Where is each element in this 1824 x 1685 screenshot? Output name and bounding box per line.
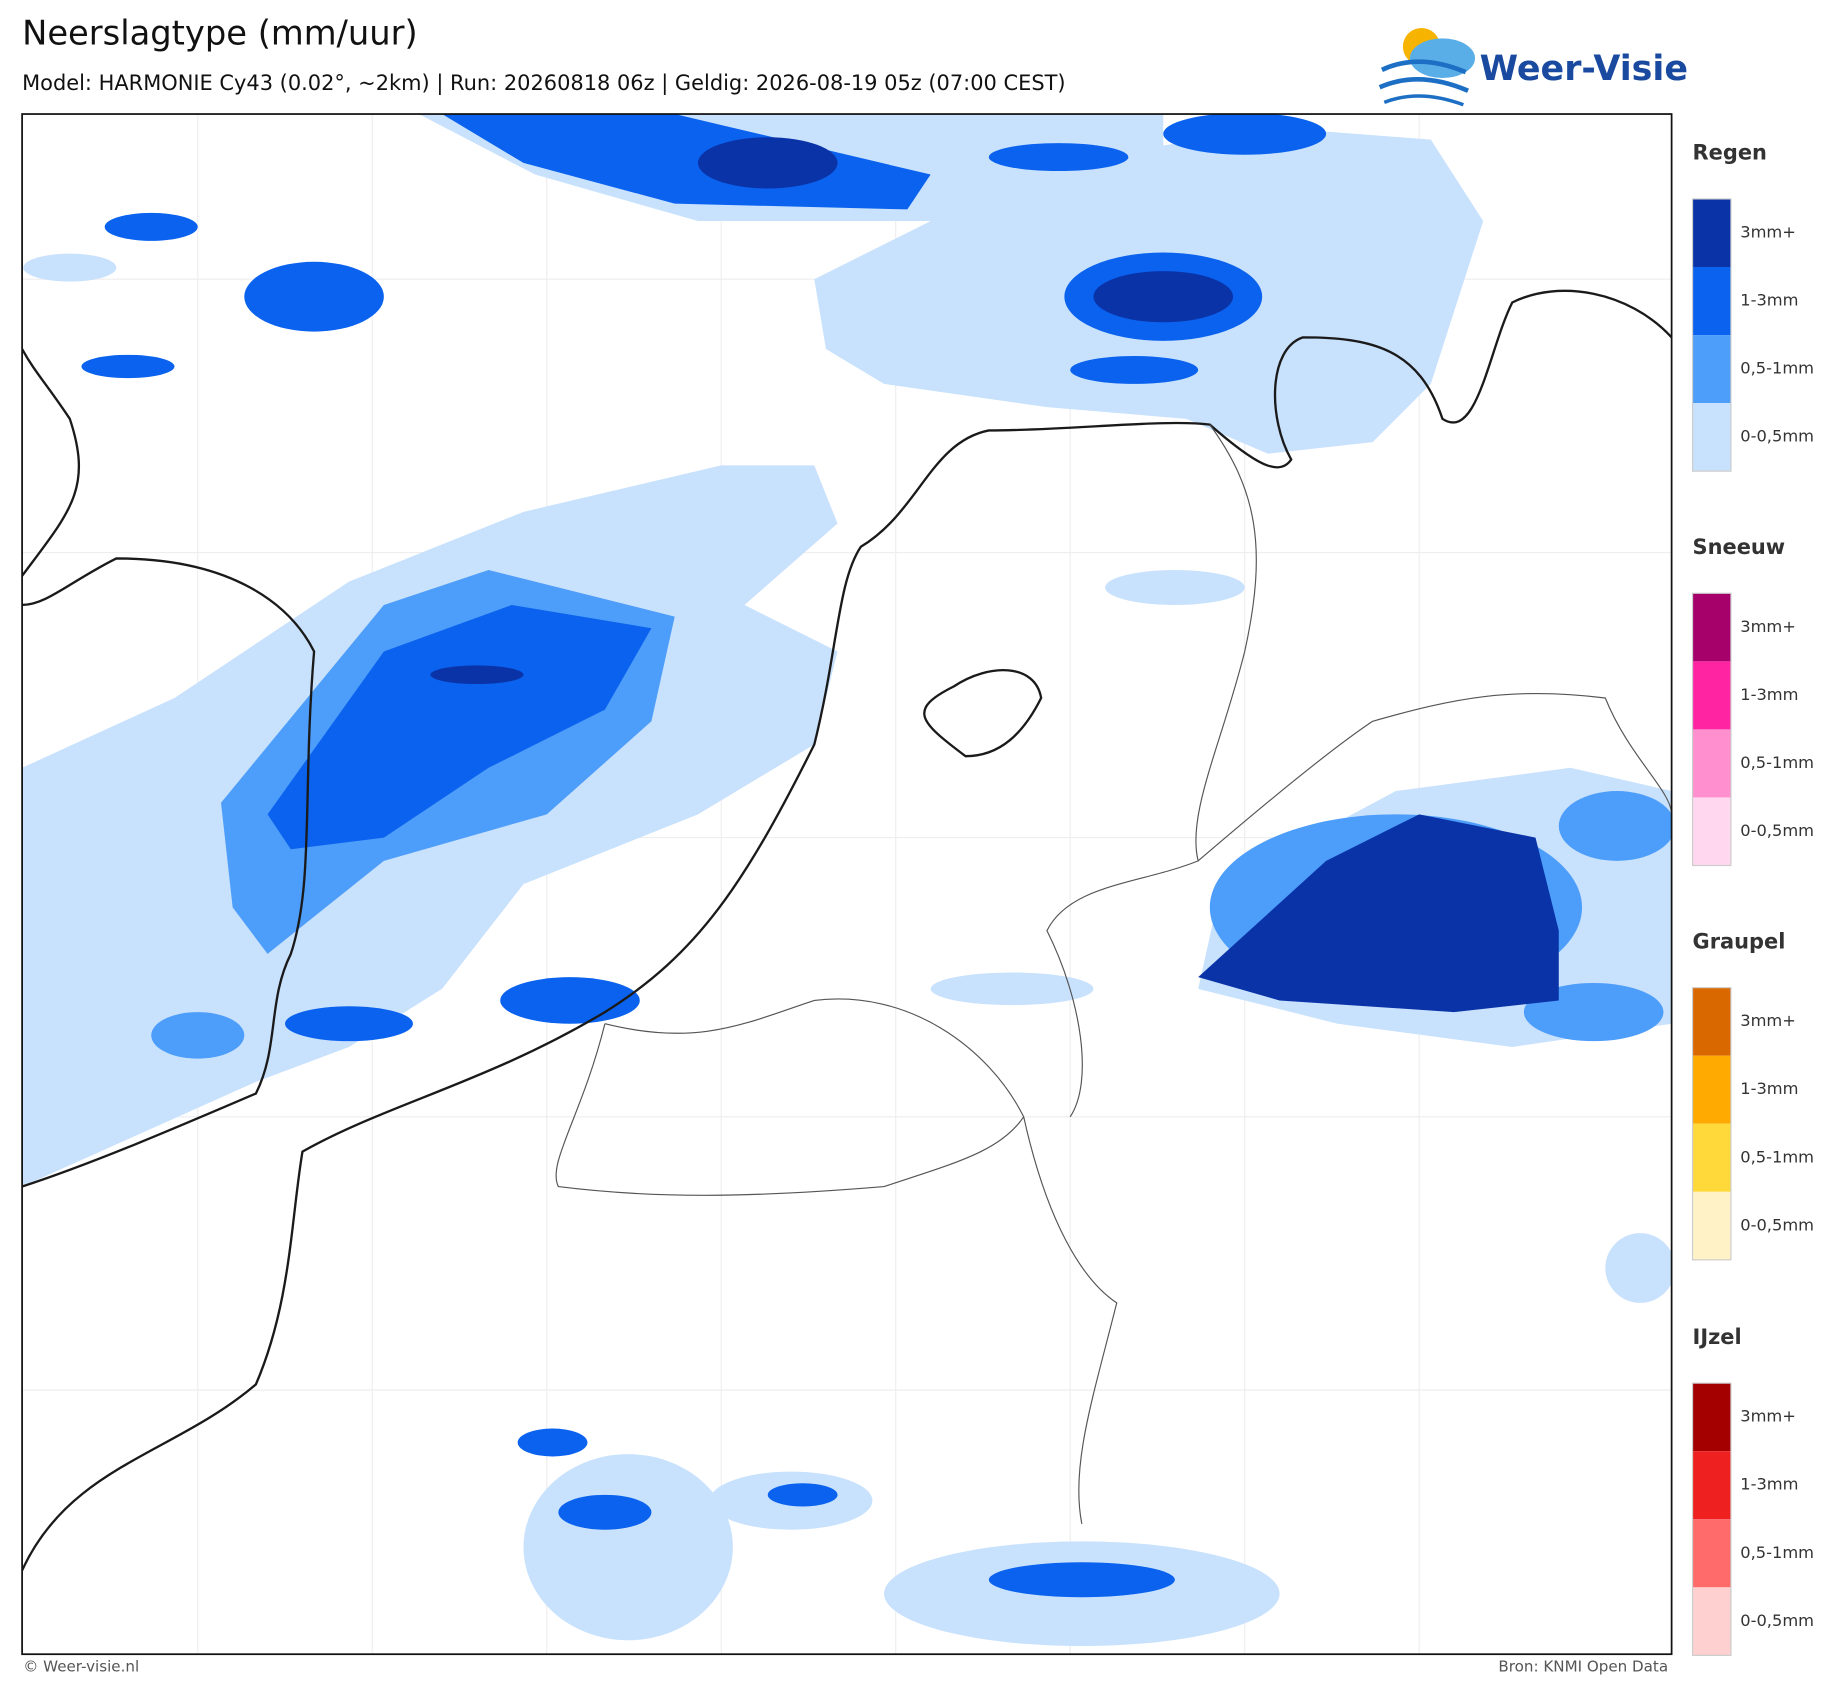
legend-label: 1-3mm — [1740, 291, 1798, 310]
map — [22, 114, 1672, 1655]
legend-swatch — [1692, 1519, 1731, 1588]
legend-swatch — [1692, 987, 1731, 1056]
legend-label: 0-0,5mm — [1740, 821, 1814, 840]
legend-box — [1691, 1382, 1732, 1656]
legend-swatch — [1692, 1451, 1731, 1520]
legend-box — [1691, 592, 1732, 867]
legend-label: 0-0,5mm — [1740, 1611, 1814, 1630]
legend-swatch — [1692, 198, 1731, 268]
legend-label: 1-3mm — [1740, 1079, 1798, 1098]
legend-label: 1-3mm — [1740, 1475, 1798, 1494]
legend-swatch — [1692, 661, 1731, 730]
legend-label: 3mm+ — [1740, 1407, 1796, 1426]
legend-title: Graupel — [1693, 929, 1786, 953]
legend-title: Sneeuw — [1693, 535, 1786, 559]
legend-label: 3mm+ — [1740, 1011, 1796, 1030]
legend-swatch — [1692, 1055, 1731, 1124]
legend-swatch — [1692, 267, 1731, 336]
legend-swatch — [1692, 1191, 1731, 1260]
logo-text: Weer-Visie — [1480, 49, 1688, 89]
legend-title: Regen — [1693, 141, 1767, 165]
legend-label: 0,5-1mm — [1740, 359, 1814, 378]
legend-label: 1-3mm — [1740, 685, 1798, 704]
legend-label: 3mm+ — [1740, 617, 1796, 636]
legend-label: 0,5-1mm — [1740, 1147, 1814, 1166]
legend-title: IJzel — [1693, 1325, 1742, 1349]
logo: Weer-Visie — [1378, 27, 1688, 107]
legend-label: 0,5-1mm — [1740, 1543, 1814, 1562]
subtitle: Model: HARMONIE Cy43 (0.02°, ~2km) | Run… — [22, 71, 1065, 96]
legend-label: 0-0,5mm — [1740, 427, 1814, 446]
footer-right: Bron: KNMI Open Data — [1498, 1658, 1668, 1676]
footer-left: © Weer-visie.nl — [23, 1658, 139, 1676]
legend-swatch — [1692, 1123, 1731, 1192]
legend-swatch — [1692, 335, 1731, 404]
legend-box — [1691, 198, 1732, 472]
legend-swatch — [1692, 1587, 1731, 1656]
legend: Regen 3mm+ 1-3mm 0,5-1mm 0-0,5mm Sneeuw 3mm+ 1-… — [1691, 141, 1814, 1656]
legend-label: 0,5-1mm — [1740, 753, 1814, 772]
title: Neerslagtype (mm/uur) — [22, 13, 418, 52]
legend-swatch — [1692, 1383, 1731, 1452]
map-frame — [21, 113, 1673, 1656]
legend-swatch — [1692, 593, 1731, 662]
legend-swatch — [1692, 729, 1731, 798]
legend-label: 3mm+ — [1740, 222, 1796, 241]
legend-box — [1691, 987, 1732, 1261]
legend-swatch — [1692, 403, 1731, 472]
legend-swatch — [1692, 797, 1731, 866]
legend-label: 0-0,5mm — [1740, 1215, 1814, 1234]
